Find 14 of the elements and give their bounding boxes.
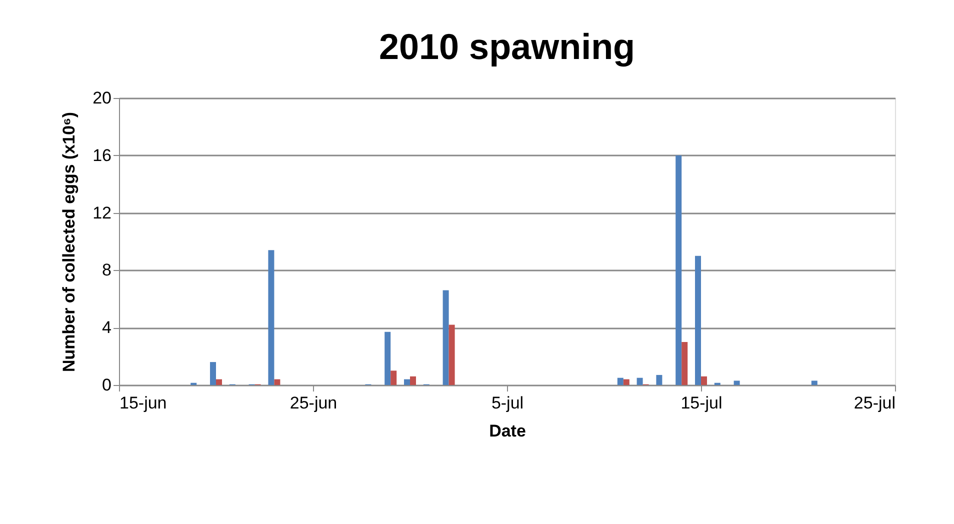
y-tick-label: 8 bbox=[102, 260, 112, 280]
y-tick-label: 0 bbox=[102, 376, 112, 394]
x-tick-label: 15-jun bbox=[120, 394, 167, 412]
x-tick-label: 5-jul bbox=[491, 394, 524, 412]
y-tick-label: 16 bbox=[92, 146, 112, 165]
y-tick-label: 4 bbox=[102, 318, 112, 338]
x-tick-label: 15-jul bbox=[680, 394, 722, 412]
x-tick-label: 25-jul bbox=[854, 394, 896, 412]
chart-title: 2010 spawning bbox=[378, 26, 636, 67]
y-tick-label: 12 bbox=[92, 203, 112, 222]
y-axis-title: Number of collected eggs (x10⁶) bbox=[60, 112, 79, 372]
x-tick-label: 25-jun bbox=[290, 394, 338, 412]
x-axis-title: Date bbox=[489, 422, 526, 440]
y-tick-label: 20 bbox=[92, 88, 112, 108]
